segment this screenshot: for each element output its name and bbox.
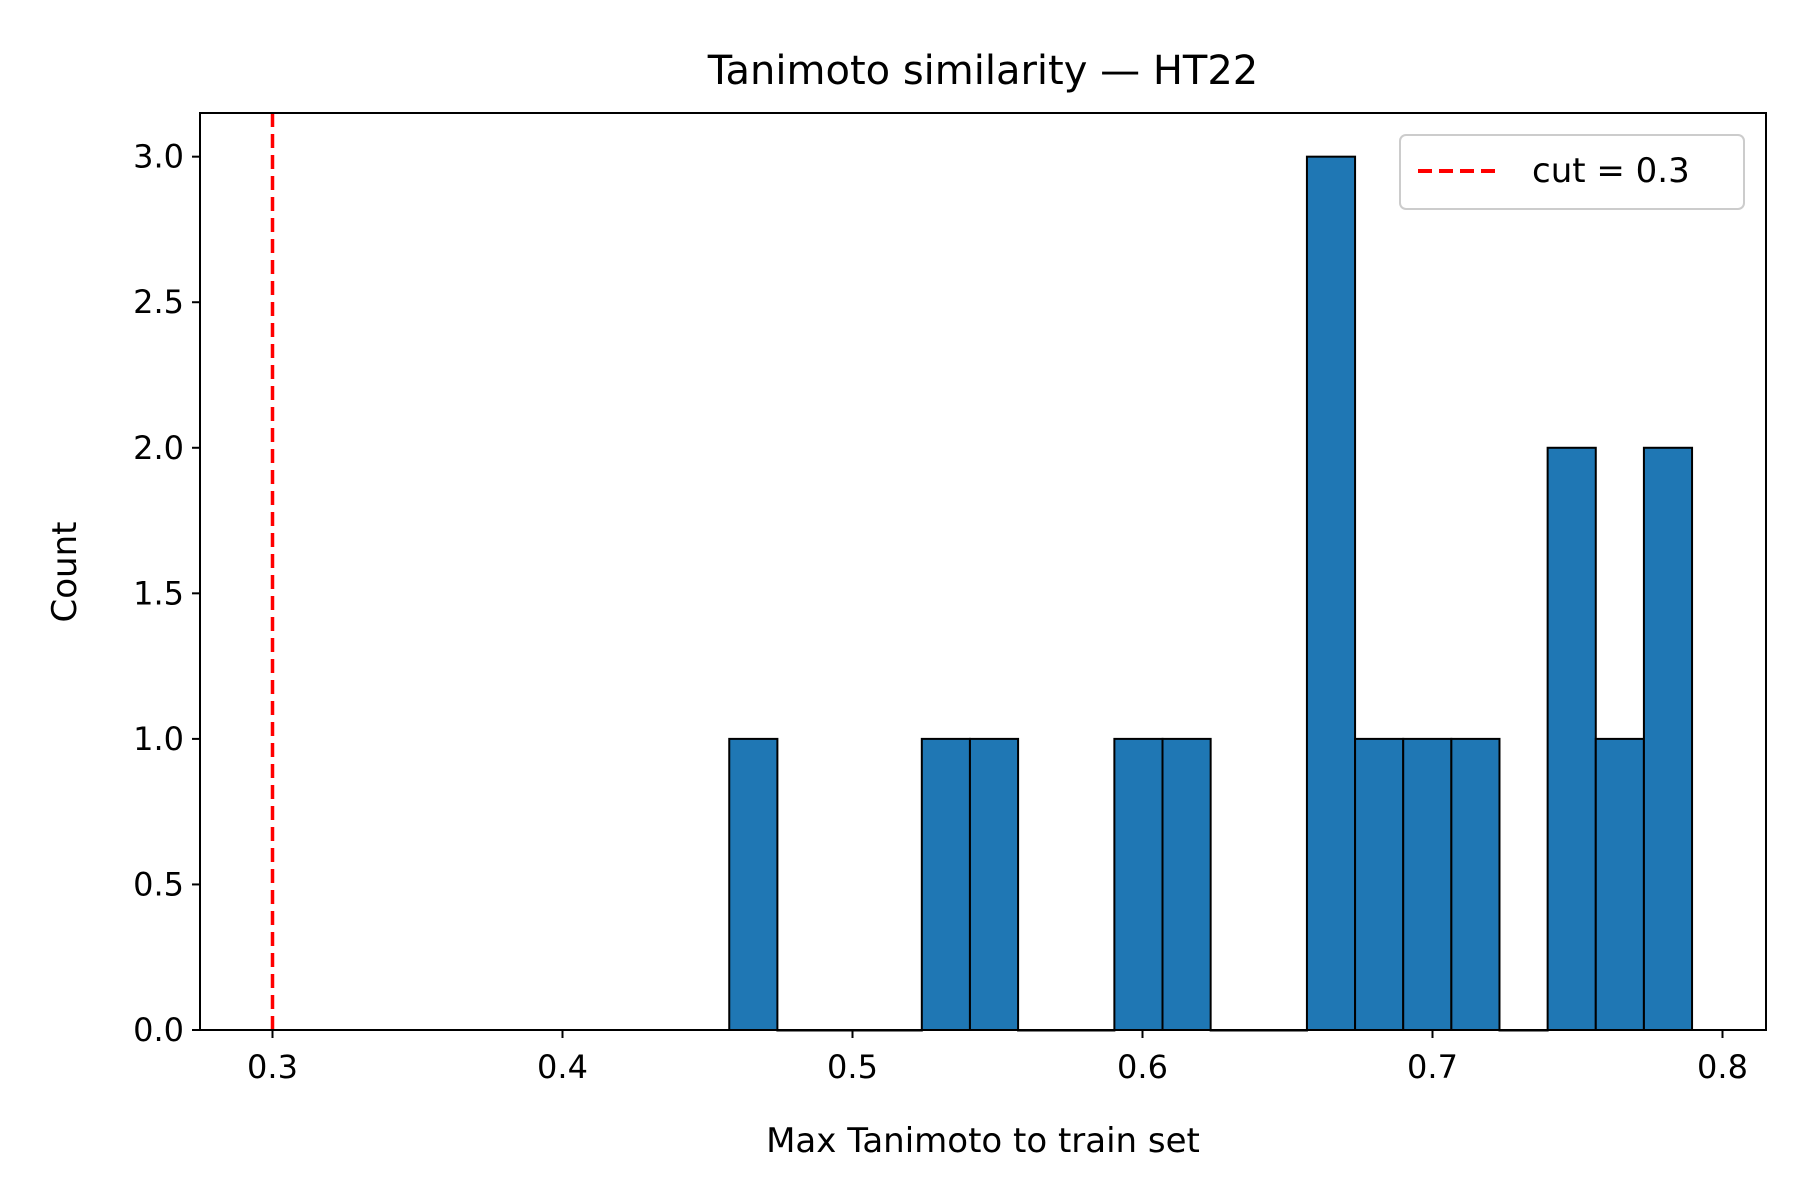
x-tick-label: 0.6 xyxy=(1117,1048,1168,1086)
histogram-bar xyxy=(968,737,1020,1032)
y-axis-ticks: 0.0 0.5 1.0 1.5 2.0 2.5 3.0 xyxy=(133,138,200,1049)
histogram-bar xyxy=(1402,737,1453,1032)
histogram-bar xyxy=(1354,737,1405,1032)
x-tick-label: 0.4 xyxy=(537,1048,588,1086)
histogram-bar xyxy=(1642,446,1694,1031)
y-tick-label: 1.5 xyxy=(133,574,184,612)
histogram-bar xyxy=(728,737,779,1032)
x-axis-label: Max Tanimoto to train set xyxy=(766,1121,1200,1161)
y-tick-label: 0.0 xyxy=(133,1011,184,1049)
histogram-bar xyxy=(1113,737,1164,1032)
y-tick-label: 1.0 xyxy=(133,720,184,758)
x-tick-label: 0.8 xyxy=(1697,1048,1748,1086)
x-tick-label: 0.5 xyxy=(827,1048,878,1086)
histogram-bar xyxy=(1546,446,1597,1031)
histogram-bar xyxy=(1161,737,1212,1032)
x-tick-label: 0.3 xyxy=(247,1048,298,1086)
legend: cut = 0.3 xyxy=(1399,134,1745,210)
y-axis-label: Count xyxy=(45,522,85,623)
chart-title: Tanimoto similarity — HT22 xyxy=(707,48,1259,94)
y-tick-label: 0.5 xyxy=(133,865,184,903)
histogram-bar xyxy=(1594,737,1645,1032)
y-tick-label: 2.0 xyxy=(133,429,184,467)
y-tick-label: 3.0 xyxy=(133,138,184,176)
histogram-bar xyxy=(920,737,971,1032)
x-axis-ticks: 0.3 0.4 0.5 0.6 0.7 0.8 xyxy=(247,1030,1748,1086)
legend-label: cut = 0.3 xyxy=(1532,151,1690,191)
plot-area xyxy=(270,113,1694,1032)
x-tick-label: 0.7 xyxy=(1407,1048,1458,1086)
histogram-bar xyxy=(1305,155,1357,1031)
histogram-bar xyxy=(1450,737,1501,1032)
y-tick-label: 2.5 xyxy=(133,283,184,321)
legend-box xyxy=(1399,134,1745,210)
axes-frame xyxy=(199,112,1767,1031)
